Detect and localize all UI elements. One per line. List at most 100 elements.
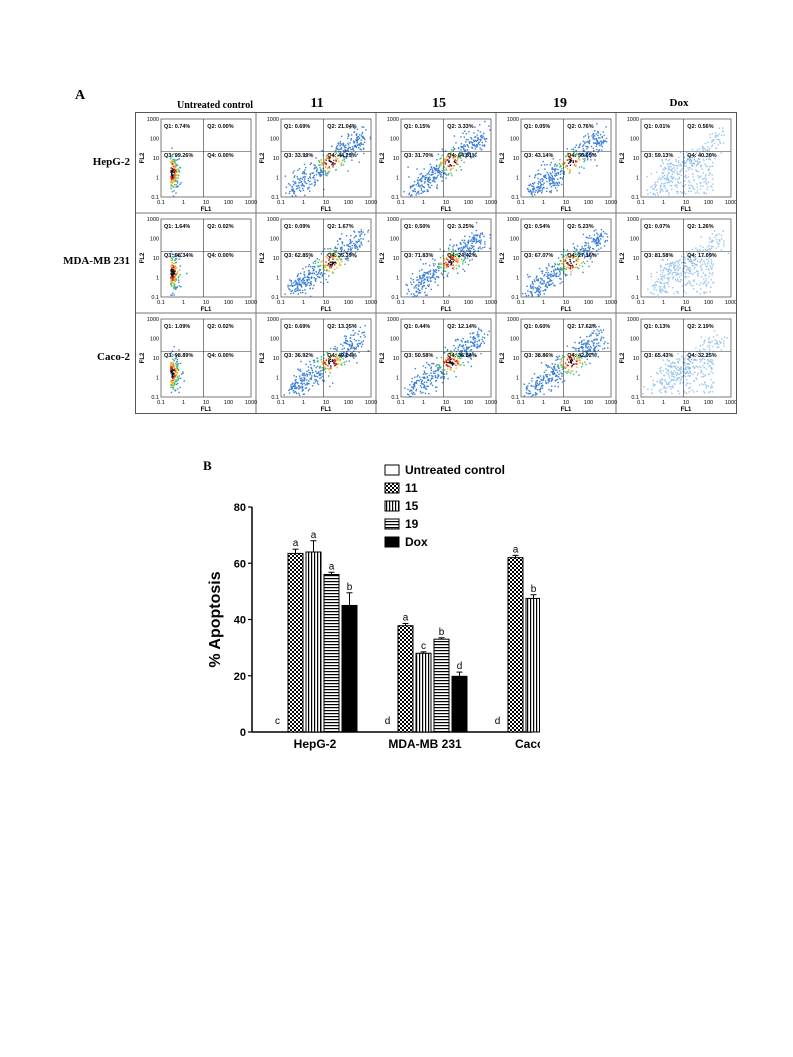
event-dot xyxy=(489,247,491,250)
event-dot xyxy=(553,184,555,187)
event-dot xyxy=(173,381,176,384)
event-dot xyxy=(579,143,582,145)
event-dot xyxy=(595,245,598,247)
event-dot xyxy=(175,164,178,166)
event-dot xyxy=(723,240,725,242)
event-dot xyxy=(587,340,589,342)
event-dot xyxy=(295,281,298,283)
event-dot xyxy=(689,260,692,263)
event-dot xyxy=(550,377,552,380)
event-dot xyxy=(364,336,366,338)
event-dot xyxy=(597,355,600,358)
event-dot xyxy=(423,182,426,184)
event-dot xyxy=(572,370,574,372)
event-dot xyxy=(718,133,720,135)
event-dot xyxy=(172,276,174,278)
row-label: MDA-MB 231 xyxy=(63,255,130,267)
event-dot xyxy=(711,239,713,242)
event-dot xyxy=(682,190,685,193)
event-dot xyxy=(540,387,542,390)
event-dot xyxy=(659,186,662,188)
x-tick-label: 0.1 xyxy=(397,400,405,406)
event-dot xyxy=(462,268,464,271)
event-dot xyxy=(324,368,327,370)
event-dot xyxy=(454,161,456,163)
event-dot xyxy=(709,172,711,175)
event-dot xyxy=(555,359,557,362)
event-dot xyxy=(569,356,572,358)
event-dot xyxy=(173,166,176,168)
event-dot xyxy=(708,236,710,239)
event-dot xyxy=(288,192,291,195)
event-dot xyxy=(723,245,725,247)
event-dot xyxy=(291,189,293,191)
event-dot xyxy=(556,263,559,265)
event-dot xyxy=(444,158,447,160)
event-dot xyxy=(591,241,593,243)
event-dot xyxy=(176,366,179,368)
event-dot xyxy=(449,238,452,241)
event-dot xyxy=(298,375,301,377)
event-dot xyxy=(333,359,335,361)
event-dot xyxy=(681,161,683,163)
event-dot xyxy=(170,180,172,182)
y-tick-label: 10 xyxy=(633,256,639,262)
event-dot xyxy=(357,144,359,147)
event-dot xyxy=(350,334,352,336)
event-dot xyxy=(428,186,430,188)
event-dot xyxy=(683,368,686,371)
event-dot xyxy=(173,285,175,287)
event-dot xyxy=(448,161,450,164)
event-dot xyxy=(695,270,698,272)
event-dot xyxy=(584,361,586,363)
event-dot xyxy=(674,264,677,267)
event-dot xyxy=(456,259,459,261)
event-dot xyxy=(422,373,425,375)
event-dot xyxy=(569,264,572,267)
event-dot xyxy=(444,159,447,161)
event-dot xyxy=(446,275,449,278)
event-dot xyxy=(671,385,674,387)
event-dot xyxy=(438,365,441,368)
event-dot xyxy=(439,173,441,175)
event-dot xyxy=(293,175,296,177)
event-dot xyxy=(445,363,448,366)
event-dot xyxy=(437,284,439,286)
event-dot xyxy=(466,144,468,146)
event-dot xyxy=(473,140,475,142)
event-dot xyxy=(320,159,322,161)
event-dot xyxy=(451,174,453,177)
event-dot xyxy=(468,141,470,143)
event-dot xyxy=(332,252,334,255)
event-dot xyxy=(659,190,662,193)
event-dot xyxy=(675,190,678,193)
event-dot xyxy=(576,153,578,156)
event-dot xyxy=(175,268,177,270)
event-dot xyxy=(360,229,363,231)
event-dot xyxy=(691,262,693,265)
event-dot xyxy=(536,289,538,292)
event-dot xyxy=(712,240,715,242)
event-dot xyxy=(418,379,420,382)
event-dot xyxy=(325,158,327,160)
event-dot xyxy=(296,289,299,292)
event-dot xyxy=(599,238,602,240)
event-dot xyxy=(584,248,587,250)
event-dot xyxy=(715,147,718,149)
event-dot xyxy=(565,258,567,260)
event-dot xyxy=(707,385,710,387)
event-dot xyxy=(352,329,354,332)
event-dot xyxy=(350,242,352,244)
event-dot xyxy=(179,362,182,365)
event-dot xyxy=(362,340,365,342)
event-dot xyxy=(464,152,466,155)
event-dot xyxy=(174,273,177,276)
event-dot xyxy=(319,167,321,169)
event-dot xyxy=(357,240,359,243)
event-dot xyxy=(313,181,316,183)
event-dot xyxy=(457,248,460,251)
event-dot xyxy=(443,165,445,167)
event-dot xyxy=(530,292,532,294)
event-dot xyxy=(354,247,356,249)
event-dot xyxy=(561,281,563,283)
